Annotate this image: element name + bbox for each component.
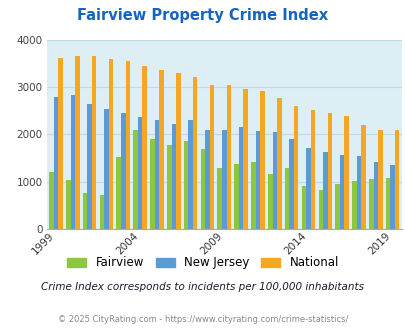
Bar [200, 149, 205, 229]
Bar [277, 98, 281, 229]
Bar [327, 113, 331, 229]
Bar [192, 77, 197, 229]
Bar [53, 97, 58, 229]
Bar [272, 132, 277, 229]
Bar [138, 117, 142, 229]
Bar [373, 161, 377, 229]
Bar [116, 157, 121, 229]
Bar [176, 73, 180, 229]
Bar [385, 178, 390, 229]
Bar [377, 130, 382, 229]
Bar [205, 130, 209, 229]
Bar [301, 186, 305, 229]
Bar [234, 164, 238, 229]
Bar [75, 56, 79, 229]
Bar [260, 91, 264, 229]
Bar [339, 155, 343, 229]
Bar [83, 193, 87, 229]
Bar [226, 85, 230, 229]
Bar [356, 156, 360, 229]
Bar [217, 168, 222, 229]
Bar [87, 104, 92, 229]
Bar [166, 145, 171, 229]
Bar [171, 124, 176, 229]
Legend: Fairview, New Jersey, National: Fairview, New Jersey, National [62, 252, 343, 274]
Bar [154, 120, 159, 229]
Bar [70, 95, 75, 229]
Bar [318, 189, 322, 229]
Bar [92, 56, 96, 229]
Bar [343, 116, 348, 229]
Bar [66, 180, 70, 229]
Bar [49, 172, 53, 229]
Bar [99, 195, 104, 229]
Bar [133, 130, 138, 229]
Bar [188, 120, 192, 229]
Bar [289, 139, 293, 229]
Bar [394, 130, 399, 229]
Bar [238, 127, 243, 229]
Bar [251, 161, 255, 229]
Bar [360, 125, 365, 229]
Bar [368, 179, 373, 229]
Bar [58, 58, 63, 229]
Bar [322, 151, 327, 229]
Bar [183, 141, 188, 229]
Bar [305, 148, 310, 229]
Bar [255, 131, 260, 229]
Bar [109, 59, 113, 229]
Bar [121, 113, 125, 229]
Bar [267, 174, 272, 229]
Bar [222, 130, 226, 229]
Bar [390, 165, 394, 229]
Bar [159, 70, 163, 229]
Bar [243, 89, 247, 229]
Bar [284, 168, 289, 229]
Bar [351, 182, 356, 229]
Bar [209, 85, 214, 229]
Bar [142, 66, 147, 229]
Text: Crime Index corresponds to incidents per 100,000 inhabitants: Crime Index corresponds to incidents per… [41, 282, 364, 292]
Text: © 2025 CityRating.com - https://www.cityrating.com/crime-statistics/: © 2025 CityRating.com - https://www.city… [58, 315, 347, 324]
Bar [150, 139, 154, 229]
Bar [310, 110, 315, 229]
Bar [104, 109, 109, 229]
Bar [125, 61, 130, 229]
Text: Fairview Property Crime Index: Fairview Property Crime Index [77, 8, 328, 23]
Bar [293, 106, 298, 229]
Bar [335, 184, 339, 229]
